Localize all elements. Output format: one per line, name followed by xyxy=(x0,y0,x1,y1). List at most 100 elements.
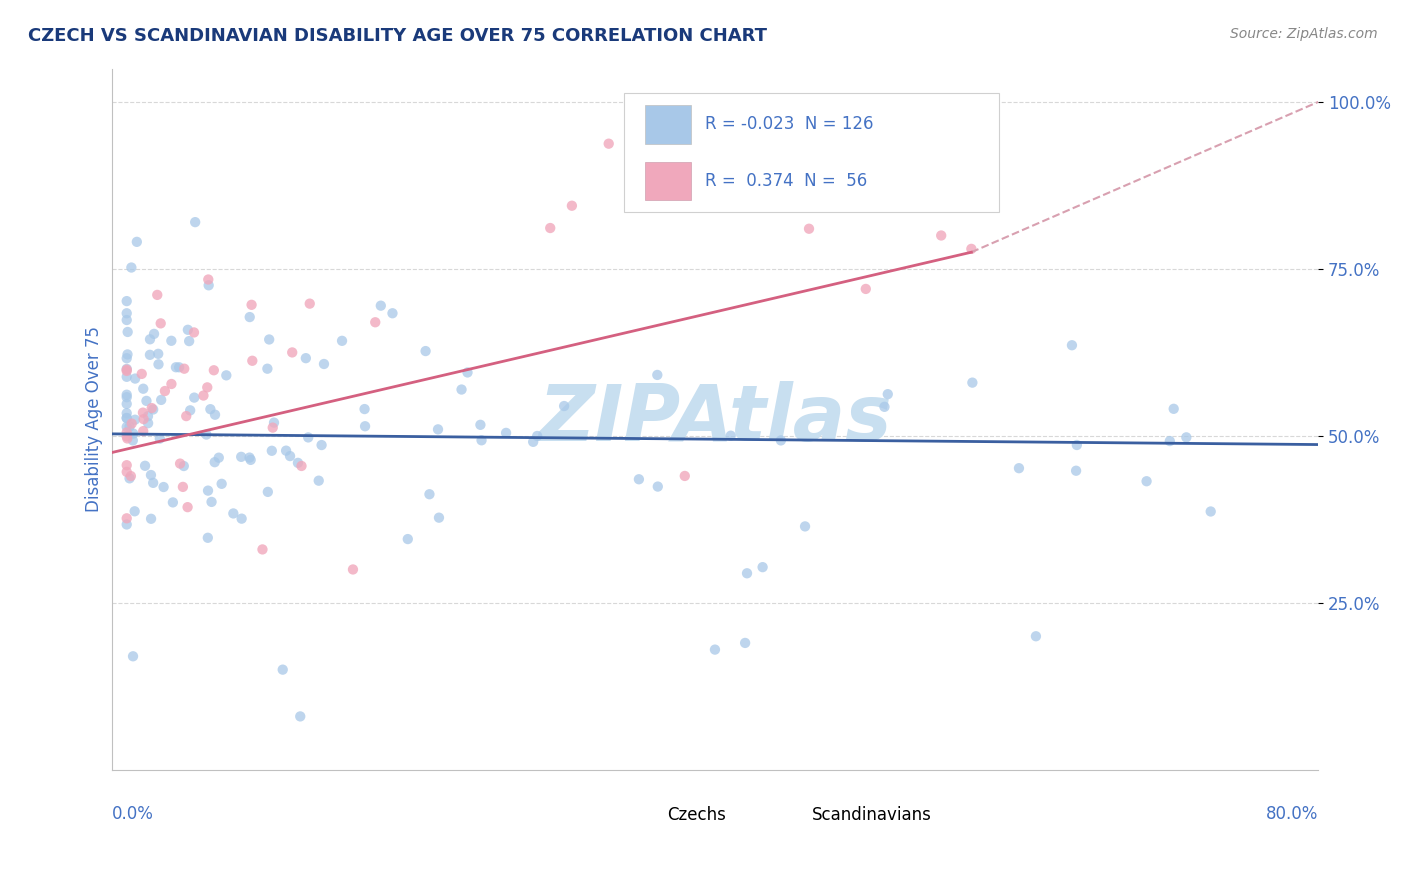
Point xyxy=(204,408,226,422)
Point xyxy=(115,406,138,420)
Point xyxy=(149,317,172,331)
Point xyxy=(215,368,238,383)
Point xyxy=(741,21,763,35)
Point xyxy=(929,228,952,243)
Point xyxy=(115,362,138,376)
Point xyxy=(769,434,792,448)
Point xyxy=(308,474,330,488)
Point xyxy=(627,472,650,486)
Point xyxy=(263,416,285,430)
Point xyxy=(132,412,155,426)
Point xyxy=(766,160,789,174)
Point xyxy=(139,332,162,346)
Y-axis label: Disability Age Over 75: Disability Age Over 75 xyxy=(86,326,103,512)
Point xyxy=(470,417,492,432)
Point xyxy=(967,39,990,54)
Point xyxy=(195,427,218,442)
Point xyxy=(290,458,312,473)
Text: Czechs: Czechs xyxy=(666,806,725,824)
Point xyxy=(370,299,392,313)
Point xyxy=(193,388,215,402)
Text: Source: ZipAtlas.com: Source: ZipAtlas.com xyxy=(1230,27,1378,41)
Point xyxy=(962,376,984,390)
Point xyxy=(132,424,155,438)
Point xyxy=(143,326,166,341)
Point xyxy=(152,480,174,494)
Point xyxy=(427,422,450,436)
Point xyxy=(142,402,165,417)
Point xyxy=(470,434,492,448)
Point xyxy=(202,363,225,377)
Point xyxy=(522,434,544,449)
Point xyxy=(124,504,146,518)
Point xyxy=(450,383,472,397)
Point xyxy=(1060,338,1083,352)
Point xyxy=(418,487,440,501)
Point xyxy=(794,519,817,533)
Point xyxy=(396,532,419,546)
Point xyxy=(271,663,294,677)
Point xyxy=(149,432,172,446)
Point xyxy=(125,235,148,249)
Point xyxy=(148,347,170,361)
Point xyxy=(118,419,141,434)
Point xyxy=(183,391,205,405)
Point xyxy=(115,429,138,443)
Point xyxy=(873,400,896,414)
Point xyxy=(115,313,138,327)
Point xyxy=(197,278,219,293)
Point xyxy=(124,371,146,385)
Point xyxy=(183,326,205,340)
Point xyxy=(257,333,280,347)
Point xyxy=(381,306,404,320)
Point xyxy=(148,357,170,371)
Point xyxy=(115,420,138,434)
Point xyxy=(1175,430,1198,444)
Point xyxy=(139,512,162,526)
Point xyxy=(115,294,138,309)
Text: 80.0%: 80.0% xyxy=(1265,805,1319,823)
Point xyxy=(150,392,173,407)
Point xyxy=(115,362,138,376)
Point xyxy=(364,315,387,329)
FancyBboxPatch shape xyxy=(775,805,801,826)
Point xyxy=(1163,401,1185,416)
Point xyxy=(1064,464,1087,478)
Point xyxy=(797,221,820,235)
Point xyxy=(172,480,194,494)
Point xyxy=(1199,504,1222,518)
Point xyxy=(960,242,983,256)
Point xyxy=(124,413,146,427)
Point xyxy=(115,517,138,532)
Point xyxy=(115,397,138,411)
Point xyxy=(240,353,263,368)
Point xyxy=(200,402,222,417)
Point xyxy=(160,334,183,348)
Point xyxy=(115,388,138,402)
Point xyxy=(195,380,218,394)
Point xyxy=(115,458,138,473)
Point xyxy=(427,510,450,524)
Point xyxy=(297,430,319,444)
Point xyxy=(1008,461,1031,475)
Point xyxy=(208,450,231,465)
Point xyxy=(118,471,141,485)
Point xyxy=(153,384,176,398)
Point xyxy=(115,411,138,425)
Point xyxy=(312,357,335,371)
Point xyxy=(165,360,187,375)
Point xyxy=(115,465,138,479)
Point xyxy=(162,495,184,509)
Point xyxy=(553,399,575,413)
Point xyxy=(120,469,142,483)
Point xyxy=(173,361,195,376)
Text: R =  0.374  N =  56: R = 0.374 N = 56 xyxy=(706,172,868,190)
Point xyxy=(561,199,583,213)
Point xyxy=(495,425,517,440)
Point xyxy=(131,367,153,381)
Point xyxy=(115,306,138,320)
Point xyxy=(287,456,309,470)
Point xyxy=(628,175,651,189)
Point xyxy=(751,560,773,574)
Point xyxy=(240,298,263,312)
